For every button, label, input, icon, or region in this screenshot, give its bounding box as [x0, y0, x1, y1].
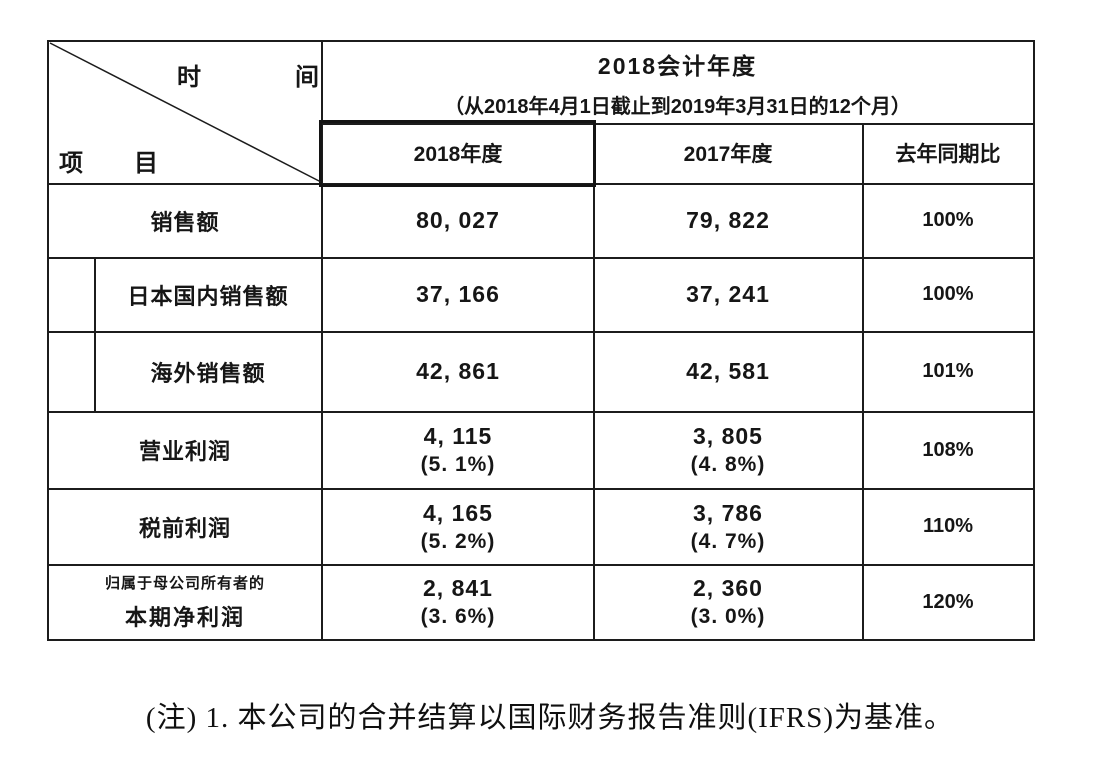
row-label-sales: 销售额 — [150, 209, 220, 235]
cell-pretax-2018: 4, 165 (5. 2%) — [322, 489, 594, 564]
grid-line — [49, 488, 1033, 490]
grid-line — [49, 257, 1033, 259]
grid-line — [49, 331, 1033, 333]
cell-pretax-2018-value: 4, 165 — [423, 499, 493, 526]
row-label-domestic-sales: 日本国内销售额 — [127, 283, 289, 309]
cell-operating-2017: 3, 805 (4. 8%) — [594, 412, 862, 488]
cell-sales-2018: 80, 027 — [416, 207, 500, 233]
corner-time-label: 时间 — [177, 64, 413, 91]
cell-operating-2018: 4, 115 (5. 1%) — [322, 412, 594, 488]
grid-line — [49, 564, 1033, 566]
grid-line — [49, 411, 1033, 413]
grid-line — [49, 183, 1033, 185]
cell-net-2017-value: 2, 360 — [693, 575, 763, 601]
financial-results-table: 时间 项目 2018会计年度 （从2018年4月1日截止到2019年3月31日的… — [47, 40, 1035, 641]
row-label-net-profit: 归属于母公司所有者的 本期净利润 — [49, 565, 321, 639]
cell-net-yoy: 120% — [922, 590, 974, 613]
cell-operating-2017-ratio: (4. 8%) — [690, 453, 766, 476]
cell-operating-2018-value: 4, 115 — [423, 423, 493, 449]
grid-line — [321, 42, 323, 639]
row-label-overseas-sales: 海外销售额 — [150, 360, 266, 386]
cell-operating-2017-value: 3, 805 — [693, 423, 763, 449]
fiscal-year-header: 2018会计年度 （从2018年4月1日截止到2019年3月31日的12个月） — [322, 42, 1033, 123]
cell-pretax-2017-value: 3, 786 — [693, 499, 763, 526]
cell-operating-2018-ratio: (5. 1%) — [420, 453, 496, 476]
row-label-net-profit-line1: 归属于母公司所有者的 — [104, 575, 265, 592]
corner-item-label: 项目 — [59, 150, 209, 177]
cell-sales-yoy: 100% — [922, 209, 974, 231]
grid-line — [862, 123, 864, 639]
cell-domestic-yoy: 100% — [922, 283, 974, 305]
cell-pretax-2017: 3, 786 (4. 7%) — [594, 489, 862, 564]
cell-net-2017-ratio: (3. 0%) — [690, 605, 766, 628]
diagonal-divider — [49, 42, 322, 183]
grid-line — [322, 123, 1033, 125]
row-label-pretax-profit: 税前利润 — [138, 515, 231, 541]
cell-operating-yoy: 108% — [922, 438, 974, 461]
cell-domestic-2017: 37, 241 — [686, 281, 770, 307]
footnote: (注) 1. 本公司的合并结算以国际财务报告准则(IFRS)为基准。 — [145, 702, 955, 734]
cell-overseas-2017: 42, 581 — [686, 358, 770, 384]
fiscal-year-title: 2018会计年度 — [597, 52, 758, 79]
column-header-2017: 2017年度 — [683, 143, 773, 166]
cell-domestic-2018: 37, 166 — [416, 281, 500, 307]
cell-pretax-yoy: 110% — [922, 515, 974, 537]
fiscal-year-subtitle: （从2018年4月1日截止到2019年3月31日的12个月） — [444, 95, 911, 118]
cell-sales-2017: 79, 822 — [686, 207, 770, 233]
cell-net-2018: 2, 841 (3. 6%) — [322, 565, 594, 639]
cell-overseas-yoy: 101% — [922, 360, 974, 382]
grid-line — [593, 123, 595, 639]
row-label-operating-profit: 营业利润 — [138, 439, 231, 464]
grid-line-indent — [94, 257, 96, 413]
cell-net-2017: 2, 360 (3. 0%) — [594, 565, 862, 639]
cell-pretax-2018-ratio: (5. 2%) — [420, 529, 496, 553]
column-header-2018: 2018年度 — [413, 143, 503, 166]
cell-pretax-2017-ratio: (4. 7%) — [690, 529, 766, 553]
cell-net-2018-ratio: (3. 6%) — [420, 605, 496, 628]
cell-net-2018-value: 2, 841 — [423, 575, 493, 601]
highlight-border-2018-column — [319, 120, 596, 187]
cell-overseas-2018: 42, 861 — [416, 358, 500, 384]
column-header-yoy: 去年同期比 — [895, 143, 1001, 166]
row-label-net-profit-line2: 本期净利润 — [124, 605, 245, 630]
